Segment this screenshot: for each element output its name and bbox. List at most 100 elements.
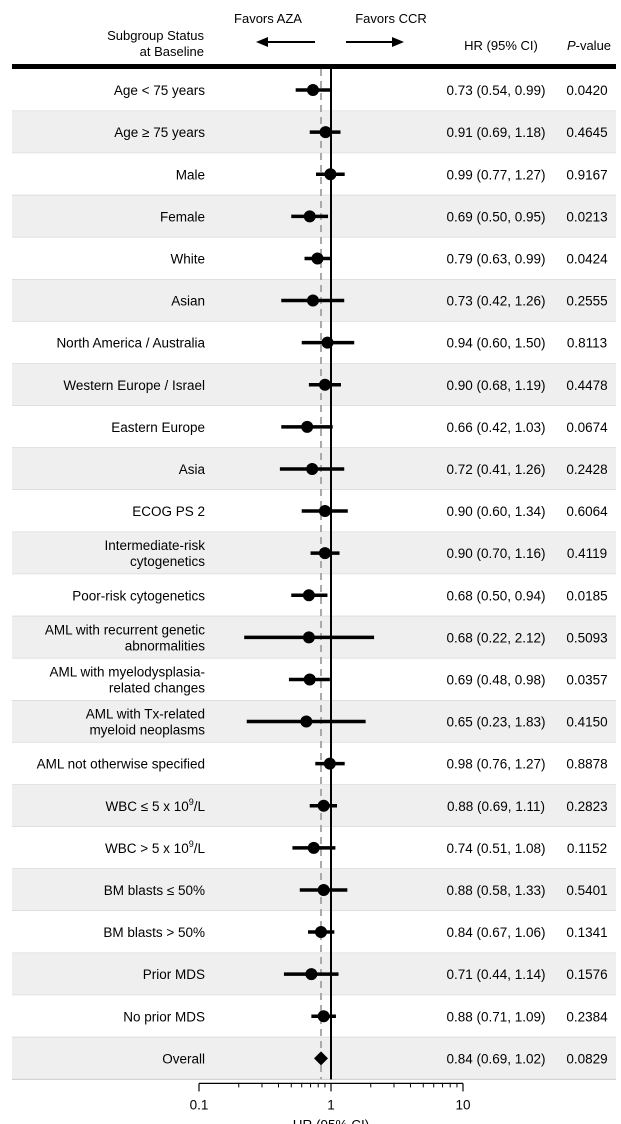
p-value: 0.9167	[566, 167, 607, 182]
x-tick-label: 1	[327, 1097, 335, 1112]
hr-ci-value: 0.84 (0.69, 1.02)	[446, 1051, 545, 1066]
subgroup-label: ECOG PS 2	[132, 504, 205, 519]
subgroup-label: BM blasts > 50%	[103, 925, 205, 940]
p-value: 0.1341	[566, 925, 607, 940]
subgroup-label: Eastern Europe	[111, 420, 205, 435]
row-marks: Age < 75 years 0.73 (0.54, 0.99) 0.0420 Age…	[37, 83, 608, 1066]
hr-point	[306, 84, 319, 97]
subgroup-label: Prior MDS	[143, 967, 205, 982]
subgroup-label: AML with recurrent genetic	[45, 622, 205, 637]
hr-point	[318, 378, 331, 391]
hr-point	[303, 210, 316, 223]
hr-ci-value: 0.71 (0.44, 1.14)	[446, 967, 545, 982]
subgroup-label: Intermediate-risk	[104, 538, 205, 553]
hr-point	[317, 883, 330, 896]
hr-point	[324, 168, 337, 181]
p-value: 0.0829	[566, 1051, 607, 1066]
subgroup-label: abnormalities	[125, 638, 206, 653]
hr-point	[319, 126, 332, 139]
p-value: 0.5093	[566, 630, 607, 645]
p-value: 0.1576	[566, 967, 607, 982]
subgroup-label: Overall	[162, 1051, 205, 1066]
subgroup-label: Female	[160, 209, 205, 224]
subgroup-header-line2: at Baseline	[140, 44, 204, 59]
hr-point	[318, 505, 331, 518]
hr-ci-value: 0.91 (0.69, 1.18)	[446, 125, 545, 140]
hr-point	[317, 1010, 330, 1023]
favors-left-label: Favors AZA	[234, 11, 302, 26]
hr-ci-value: 0.68 (0.50, 0.94)	[446, 588, 545, 603]
hr-point	[303, 673, 316, 686]
subgroup-label: Age ≥ 75 years	[114, 125, 205, 140]
subgroup-label: WBC > 5 x 109/L	[105, 839, 205, 856]
hr-ci-value: 0.90 (0.60, 1.34)	[446, 504, 545, 519]
p-value: 0.0674	[566, 420, 608, 435]
row-background	[12, 1037, 616, 1080]
hr-point	[305, 968, 318, 981]
hr-point	[321, 336, 334, 349]
hr-ci-value: 0.88 (0.69, 1.11)	[447, 799, 545, 814]
p-value: 0.8878	[566, 757, 607, 772]
hr-point	[318, 547, 331, 560]
row-background	[12, 742, 616, 785]
p-value: 0.8113	[567, 336, 607, 351]
hr-ci-value: 0.72 (0.41, 1.26)	[446, 462, 545, 477]
hr-ci-value: 0.68 (0.22, 2.12)	[446, 630, 545, 645]
p-value: 0.0357	[566, 672, 607, 687]
hr-ci-value: 0.73 (0.42, 1.26)	[446, 294, 545, 309]
subgroup-label: Male	[176, 167, 205, 182]
hr-point	[315, 926, 328, 939]
subgroup-header-line1: Subgroup Status	[107, 28, 204, 43]
subgroup-label: No prior MDS	[123, 1009, 205, 1024]
hr-ci-value: 0.90 (0.68, 1.19)	[446, 378, 545, 393]
p-value: 0.0185	[566, 588, 607, 603]
reference-lines	[320, 69, 332, 1080]
x-tick-label: 10	[455, 1097, 470, 1112]
subgroup-label: BM blasts ≤ 50%	[104, 883, 205, 898]
subgroup-label: AML not otherwise specified	[37, 757, 205, 772]
hr-ci-value: 0.69 (0.48, 0.98)	[446, 672, 545, 687]
subgroup-label: Asian	[171, 294, 205, 309]
header-rule	[12, 64, 616, 69]
hr-ci-value: 0.90 (0.70, 1.16)	[446, 546, 545, 561]
subgroup-label: Poor-risk cytogenetics	[72, 588, 205, 603]
hr-ci-value: 0.74 (0.51, 1.08)	[446, 841, 545, 856]
row-backgrounds	[12, 69, 616, 1080]
overall-diamond	[314, 1051, 329, 1066]
favors-right-label: Favors CCR	[355, 11, 427, 26]
p-value: 0.4150	[566, 715, 607, 730]
hr-point	[300, 715, 313, 728]
x-tick-label: 0.1	[190, 1097, 209, 1112]
p-value: 0.4119	[567, 546, 607, 561]
hr-point	[306, 462, 319, 475]
hr-point	[306, 294, 319, 307]
hr-ci-value: 0.65 (0.23, 1.83)	[446, 715, 545, 730]
hr-point	[302, 631, 315, 644]
right-arrow-icon	[346, 37, 404, 47]
hr-ci-value: 0.69 (0.50, 0.95)	[446, 209, 545, 224]
subgroup-label: Asia	[179, 462, 206, 477]
p-value-column-header: P-value	[567, 38, 611, 53]
p-value: 0.4645	[566, 125, 607, 140]
subgroup-label: WBC ≤ 5 x 109/L	[106, 797, 206, 814]
p-value: 0.5401	[566, 883, 607, 898]
hr-point	[307, 841, 320, 854]
header: Subgroup Status at Baseline Favors AZA F…	[12, 11, 616, 69]
hr-point	[323, 757, 336, 770]
p-value: 0.2428	[566, 462, 607, 477]
hr-point	[302, 589, 315, 602]
hr-ci-value: 0.84 (0.67, 1.06)	[446, 925, 545, 940]
p-value: 0.6064	[566, 504, 608, 519]
hr-ci-value: 0.66 (0.42, 1.03)	[446, 420, 545, 435]
subgroup-label: North America / Australia	[56, 336, 205, 351]
subgroup-label: Western Europe / Israel	[63, 378, 205, 393]
p-value: 0.4478	[566, 378, 607, 393]
subgroup-label: AML with myelodysplasia-	[49, 664, 205, 679]
x-axis-title: HR (95% CI)	[293, 1117, 370, 1124]
subgroup-label: myeloid neoplasms	[89, 723, 205, 738]
p-value: 0.2555	[566, 294, 607, 309]
subgroup-label: related changes	[109, 680, 205, 695]
left-arrow-icon	[256, 37, 315, 47]
p-value: 0.0424	[566, 251, 608, 266]
